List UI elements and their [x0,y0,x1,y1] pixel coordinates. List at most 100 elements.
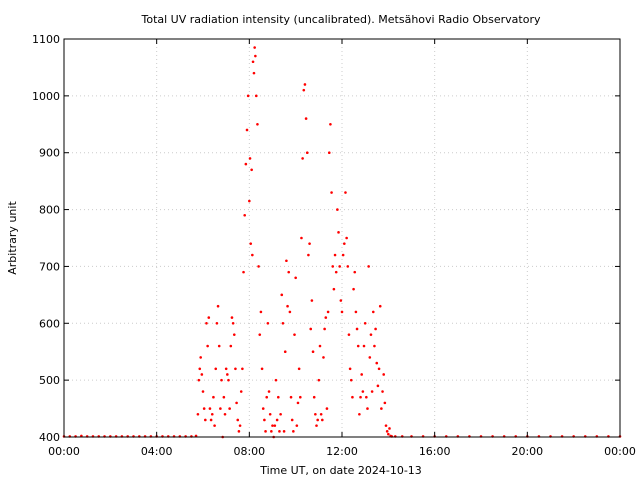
data-point [241,367,244,371]
data-point [331,265,335,268]
data-point [236,418,240,422]
data-point [377,367,381,371]
data-point [243,213,246,217]
data-point [239,390,243,393]
data-point [358,412,361,416]
data-point [212,395,215,399]
x-tick-label: 16:00 [419,445,451,458]
data-point [349,378,353,382]
data-point [373,344,376,348]
data-point [254,54,257,58]
data-point [383,401,387,405]
data-point [266,321,270,325]
data-point [198,367,202,371]
plot-frame [63,38,621,438]
data-point [270,430,273,433]
data-point [321,418,324,422]
data-point [278,430,281,433]
data-point [333,253,337,257]
data-point [280,293,284,297]
data-point [301,157,304,160]
y-axis-label: Arbitrary unit [6,201,19,275]
data-point [242,270,245,274]
data-point [385,430,389,433]
data-point [330,191,333,194]
data-point [332,287,336,291]
data-point [209,418,213,422]
data-point [355,327,359,331]
data-point [217,344,221,348]
data-point [351,395,354,399]
data-point [256,122,259,126]
data-point [346,265,350,268]
data-point [220,378,223,382]
data-point [265,395,269,399]
data-point [251,60,255,64]
data-point [288,310,292,314]
data-point [297,367,301,371]
data-point [347,333,351,336]
data-point [210,412,214,416]
data-point [222,395,226,399]
data-point [287,270,291,274]
data-point [380,407,383,410]
data-point [356,344,360,348]
data-point [367,265,370,268]
data-point [294,276,297,280]
data-point [258,333,262,336]
data-point [201,390,205,393]
data-point [304,117,308,120]
data-point [285,259,288,263]
data-point [344,191,347,194]
data-point [314,412,317,416]
data-point [283,350,287,354]
x-tick-label: 00:00 [604,445,636,458]
data-point [382,373,386,376]
y-axis-ticks: 400 500 600 700 800 900 1000 1100 [32,33,620,444]
data-point [224,367,228,371]
data-point [254,94,258,98]
data-point [246,94,250,98]
data-point [197,378,201,382]
y-tick-label: 1000 [32,90,60,103]
data-point [257,265,260,268]
data-point [200,373,204,376]
data-point [302,88,306,92]
data-point [268,412,272,416]
data-point [213,424,216,427]
data-point [368,356,372,359]
y-tick-label: 600 [39,317,60,330]
data-point [337,231,340,234]
data-point [325,407,329,410]
x-tick-label: 20:00 [511,445,543,458]
data-point [384,424,388,427]
data-point [300,236,303,240]
data-point [376,384,380,388]
data-point [261,407,265,410]
data-point [311,350,315,354]
data-point [281,321,285,325]
y-tick-label: 700 [39,260,60,273]
data-point [387,432,390,436]
data-point [237,430,241,433]
x-tick-label: 12:00 [326,445,358,458]
data-point [305,151,309,155]
data-point [352,287,355,291]
data-point [348,367,352,371]
data-point [343,242,346,245]
data-point [226,373,229,376]
data-point [296,401,300,405]
data-point [293,333,296,336]
data-point [235,401,238,405]
data-point [206,344,209,348]
data-point [275,418,279,422]
data-point [260,367,264,371]
data-point [361,390,365,393]
data-point [345,236,348,240]
data-points [62,46,622,439]
data-point [232,333,236,336]
data-point [359,395,362,399]
data-point [279,412,282,416]
data-point [250,168,253,172]
